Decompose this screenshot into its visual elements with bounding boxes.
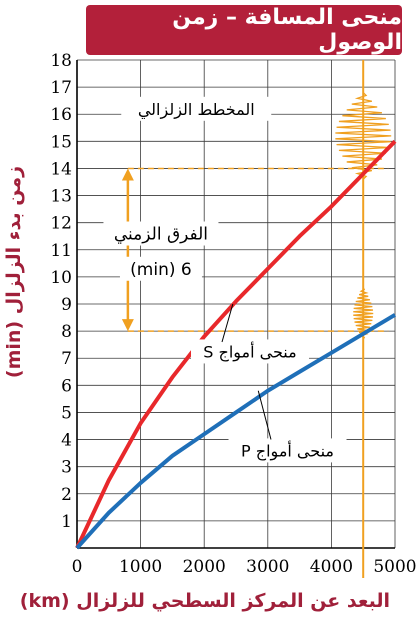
- s-leader: [221, 303, 234, 343]
- x-tick-label: 1000: [119, 557, 162, 577]
- chart-title: منحى المسافة – زمن الوصول: [86, 5, 402, 55]
- time-diff-value-bg: [119, 256, 202, 281]
- time-diff-label: الفرق الزمني: [114, 225, 208, 245]
- y-axis-label: زمن بدء الزلزال (min): [3, 165, 25, 379]
- seismogram-label-bg: [121, 96, 272, 121]
- y-tick-label: 12: [50, 214, 72, 234]
- x-tick-label: 5000: [373, 557, 416, 577]
- y-tick-label: 1: [61, 512, 72, 532]
- p-leader: [257, 390, 272, 440]
- seismogram-label: المخطط الزلزالي: [138, 100, 255, 120]
- y-tick-label: 11: [50, 241, 72, 261]
- y-tick-label: 18: [50, 51, 72, 71]
- y-tick-label: 2: [61, 485, 72, 505]
- y-tick-label: 13: [50, 187, 72, 207]
- y-tick-label: 8: [61, 322, 72, 342]
- y-tick-label: 17: [50, 78, 72, 98]
- y-tick-label: 14: [50, 159, 72, 179]
- p-curve-label: منحى أمواج P: [241, 440, 334, 461]
- p-wave-curve: [75, 313, 397, 550]
- time-diff-value: 6 (min): [130, 260, 192, 280]
- y-tick-label: 6: [61, 376, 72, 396]
- x-tick-label: 2000: [183, 557, 226, 577]
- y-tick-label: 7: [61, 349, 72, 369]
- y-tick-label: 5: [61, 403, 72, 423]
- x-axis-label: البعد عن المركز السطحي للزلزال (km): [19, 590, 390, 612]
- x-tick-label: 0: [72, 557, 83, 577]
- arrow-head-up: [121, 168, 134, 181]
- y-tick-label: 3: [61, 458, 72, 478]
- y-tick-label: 4: [61, 431, 72, 451]
- y-tick-label: 9: [61, 295, 72, 315]
- seismogram-trace: [335, 92, 392, 180]
- time-diff-label-bg: [103, 221, 219, 246]
- x-tick-label: 4000: [310, 557, 353, 577]
- s-wave-curve: [75, 139, 397, 549]
- x-tick-label: 3000: [246, 557, 289, 577]
- arrow-head-down: [121, 319, 134, 332]
- y-tick-label: 10: [50, 268, 72, 288]
- p-curve-label-bg: [228, 438, 347, 463]
- s-curve-label: منحى أمواج S: [203, 341, 296, 362]
- s-curve-label-bg: [190, 339, 309, 364]
- y-tick-label: 15: [50, 132, 72, 152]
- y-tick-label: 16: [50, 105, 72, 125]
